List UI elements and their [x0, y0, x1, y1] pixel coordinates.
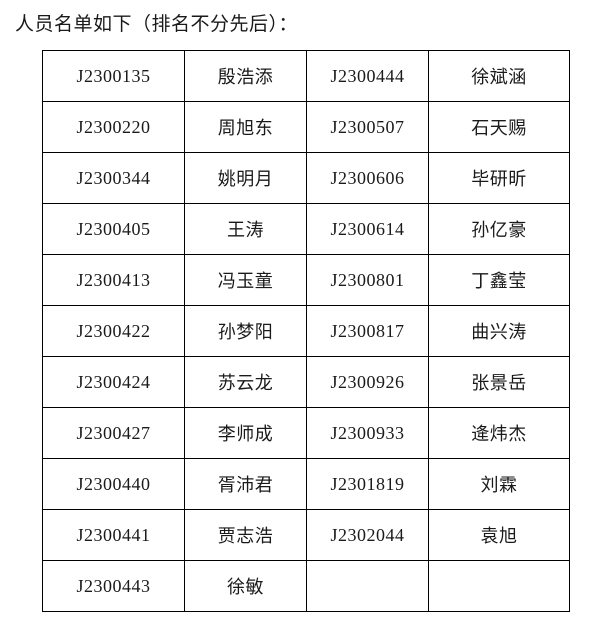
student-id-cell: J2300344 — [42, 152, 185, 204]
table-row: J2300220 周旭东 J2300507 石天赐 — [42, 101, 570, 153]
table-row: J2300405 王涛 J2300614 孙亿豪 — [42, 203, 570, 255]
table-row: J2300135 殷浩添 J2300444 徐斌涵 — [42, 50, 570, 102]
roster-table-body: J2300135 殷浩添 J2300444 徐斌涵 J2300220 周旭东 J230050… — [42, 50, 570, 612]
student-name-cell: 周旭东 — [184, 101, 307, 153]
table-row: J2300344 姚明月 J2300606 毕研昕 — [42, 152, 570, 204]
student-name-cell: 冯玉童 — [184, 254, 307, 306]
student-name-cell: 逄炜杰 — [428, 407, 570, 459]
student-id-cell: J2301819 — [306, 458, 429, 510]
student-name-cell: 王涛 — [184, 203, 307, 255]
student-name-cell: 苏云龙 — [184, 356, 307, 408]
student-name-cell: 孙梦阳 — [184, 305, 307, 357]
table-row: J2300422 孙梦阳 J2300817 曲兴涛 — [42, 305, 570, 357]
student-name-cell: 李师成 — [184, 407, 307, 459]
student-id-cell: J2300606 — [306, 152, 429, 204]
student-name-cell: 袁旭 — [428, 509, 570, 561]
student-name-cell: 曲兴涛 — [428, 305, 570, 357]
student-id-cell: J2300801 — [306, 254, 429, 306]
student-name-cell: 丁鑫莹 — [428, 254, 570, 306]
page-title: 人员名单如下（排名不分先后）： — [15, 14, 299, 35]
student-id-cell: J2300440 — [42, 458, 185, 510]
student-id-cell: J2302044 — [306, 509, 429, 561]
student-id-cell: J2300614 — [306, 203, 429, 255]
student-name-cell: 徐斌涵 — [428, 50, 570, 102]
student-name-cell: 孙亿豪 — [428, 203, 570, 255]
student-id-cell: J2300405 — [42, 203, 185, 255]
table-row: J2300413 冯玉童 J2300801 丁鑫莹 — [42, 254, 570, 306]
student-id-cell: J2300933 — [306, 407, 429, 459]
table-row: J2300427 李师成 J2300933 逄炜杰 — [42, 407, 570, 459]
student-name-cell: 毕研昕 — [428, 152, 570, 204]
student-id-cell: J2300413 — [42, 254, 185, 306]
student-name-cell: 殷浩添 — [184, 50, 307, 102]
student-id-cell: J2300220 — [42, 101, 185, 153]
student-id-cell: J2300427 — [42, 407, 185, 459]
student-name-cell: 刘霖 — [428, 458, 570, 510]
student-id-cell: J2300441 — [42, 509, 185, 561]
table-row: J2300443 徐敏 — [42, 560, 570, 612]
student-name-cell: 胥沛君 — [184, 458, 307, 510]
student-id-cell: J2300422 — [42, 305, 185, 357]
student-name-cell: 徐敏 — [184, 560, 307, 612]
student-id-cell: J2300443 — [42, 560, 185, 612]
table-row: J2300424 苏云龙 J2300926 张景岳 — [42, 356, 570, 408]
student-id-cell: J2300817 — [306, 305, 429, 357]
student-id-cell: J2300444 — [306, 50, 429, 102]
student-id-cell: J2300926 — [306, 356, 429, 408]
student-id-cell — [306, 560, 429, 612]
student-id-cell: J2300424 — [42, 356, 185, 408]
table-row: J2300441 贾志浩 J2302044 袁旭 — [42, 509, 570, 561]
student-id-cell: J2300135 — [42, 50, 185, 102]
student-name-cell: 贾志浩 — [184, 509, 307, 561]
student-name-cell: 姚明月 — [184, 152, 307, 204]
student-name-cell — [428, 560, 570, 612]
roster-table: J2300135 殷浩添 J2300444 徐斌涵 J2300220 周旭东 J230050… — [42, 50, 570, 612]
student-id-cell: J2300507 — [306, 101, 429, 153]
table-row: J2300440 胥沛君 J2301819 刘霖 — [42, 458, 570, 510]
student-name-cell: 张景岳 — [428, 356, 570, 408]
student-name-cell: 石天赐 — [428, 101, 570, 153]
